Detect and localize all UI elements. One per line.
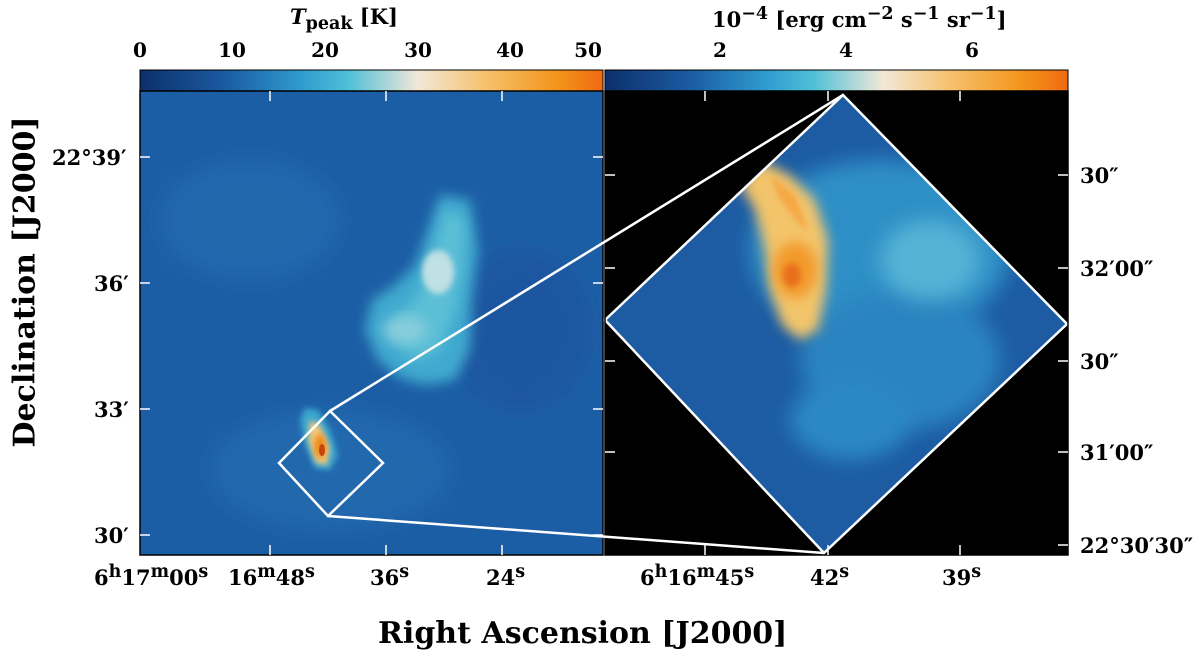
left-cbar-tick: 20 <box>311 38 339 62</box>
left-cbar-tick: 10 <box>218 38 246 62</box>
right-cbar-tick: 2 <box>713 38 727 62</box>
left-x-tick: 24s <box>486 562 526 590</box>
left-map-image <box>140 91 603 555</box>
left-colorbar-label: Tpeak [K] <box>290 4 398 35</box>
left-panel-frame <box>139 90 604 556</box>
x-axis-title: Right Ascension [J2000] <box>378 616 788 651</box>
left-x-tick: 6h17m00s <box>94 562 209 590</box>
right-colorbar-label: 10−4 [erg cm−2 s−1 sr−1] <box>712 4 1007 32</box>
right-ticks <box>605 91 1068 555</box>
right-cbar-tick: 4 <box>839 38 853 62</box>
right-y-tick: 30″ <box>1080 349 1119 374</box>
right-colorbar <box>604 69 1069 92</box>
right-y-tick: 22°30′30″ <box>1080 533 1194 558</box>
right-y-tick: 32′00″ <box>1080 256 1154 281</box>
left-y-tick: 30′ <box>94 523 129 548</box>
right-cbar-tick: 6 <box>965 38 979 62</box>
right-y-tick: 30″ <box>1080 163 1119 188</box>
left-cbar-tick: 0 <box>133 38 147 62</box>
y-axis-title: Declination [J2000] <box>7 116 43 448</box>
connector-line <box>327 514 825 555</box>
left-y-tick: 36′ <box>94 271 129 296</box>
left-cbar-tick: 30 <box>404 38 432 62</box>
connector-line <box>329 93 844 413</box>
right-x-tick: 39s <box>942 562 982 590</box>
left-x-tick: 16m48s <box>228 562 315 590</box>
left-colorbar <box>139 69 604 92</box>
left-x-tick: 36s <box>370 562 410 590</box>
right-y-tick: 31′00″ <box>1080 440 1154 465</box>
left-cbar-tick: 40 <box>496 38 524 62</box>
right-x-tick: 42s <box>810 562 850 590</box>
left-y-tick: 22°39′ <box>52 145 127 170</box>
left-y-tick: 33′ <box>94 397 129 422</box>
right-x-tick: 6h16m45s <box>640 562 755 590</box>
right-panel-frame <box>604 90 1069 556</box>
left-cbar-tick: 50 <box>574 38 602 62</box>
left-ticks <box>140 91 603 555</box>
